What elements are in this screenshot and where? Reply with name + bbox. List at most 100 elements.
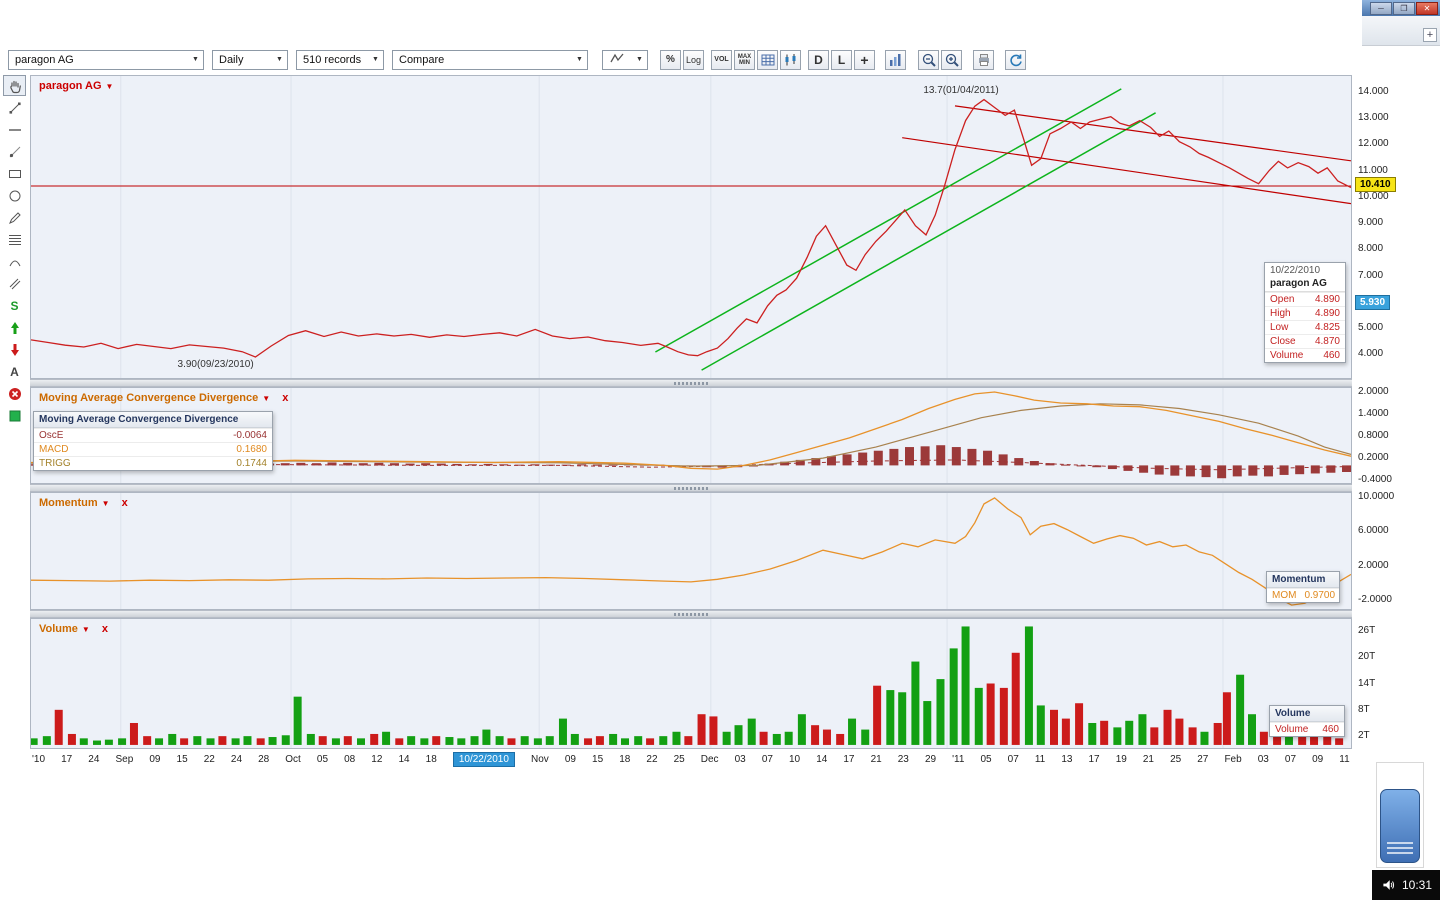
y-axis-label: 8T	[1358, 703, 1370, 715]
clock[interactable]: 10:31	[1401, 878, 1432, 892]
symbol-dropdown-value: paragon AG	[15, 53, 74, 66]
delete-tool[interactable]	[3, 383, 26, 404]
background-window-toolbar: +	[1362, 16, 1440, 46]
arrow-down-tool[interactable]	[3, 339, 26, 360]
row-label: Open	[1270, 294, 1295, 305]
refresh-button[interactable]	[1005, 49, 1026, 70]
delete-icon	[8, 387, 21, 400]
red-arrow-down-icon	[10, 343, 19, 356]
chevron-down-icon[interactable]: ▼	[81, 624, 90, 634]
line-style-dropdown[interactable]: ▼	[602, 49, 648, 70]
momentum-chart-canvas[interactable]	[31, 493, 1351, 609]
new-tab-button[interactable]: +	[1423, 28, 1437, 42]
y-axis-label: 2T	[1358, 730, 1370, 742]
text-tool-glyph: A	[10, 364, 19, 379]
y-axis-label: 2.0000	[1358, 386, 1389, 398]
day-mode-button[interactable]: D	[808, 49, 829, 70]
y-axis-label: 13.000	[1358, 112, 1389, 124]
crosshair-button[interactable]: +	[854, 49, 875, 70]
x-axis-label: 17	[61, 753, 73, 765]
chevron-down-icon[interactable]: ▼	[262, 393, 271, 403]
last-price-tag: 5.930	[1355, 294, 1391, 310]
percent-scale-button[interactable]: %	[660, 49, 681, 70]
symbol-dropdown[interactable]: paragon AG ▼	[8, 49, 204, 70]
price-panel-title: paragon AG ▼	[39, 80, 113, 92]
fibonacci-tool[interactable]	[3, 229, 26, 250]
arc-tool[interactable]	[3, 251, 26, 272]
log-scale-button[interactable]: Log	[683, 49, 704, 70]
max-label: MAX	[737, 53, 752, 60]
splitter-grip-icon	[674, 612, 708, 616]
restore-button[interactable]: ❐	[1393, 1, 1415, 15]
zoom-in-button[interactable]	[941, 49, 962, 70]
price-panel[interactable]: paragon AG ▼ 10/22/2010 paragon AG Open 4…	[30, 75, 1352, 379]
y-axis-label: 12.000	[1358, 138, 1389, 150]
green-trend-upper	[655, 88, 1122, 353]
color-swatch-tool[interactable]	[3, 405, 26, 426]
trendline-tool[interactable]	[3, 97, 26, 118]
line-mode-button[interactable]: L	[831, 49, 852, 70]
x-axis-label: 18	[619, 753, 631, 765]
macd-close-button[interactable]: x	[282, 392, 289, 404]
chevron-down-icon[interactable]: ▼	[105, 81, 114, 91]
row-label: Volume	[1275, 724, 1309, 735]
chart-type-button[interactable]	[780, 49, 801, 70]
tooltip-title: Momentum	[1267, 572, 1339, 588]
tooltip-row: TRIGG 0.1744	[34, 456, 272, 470]
records-dropdown[interactable]: 510 records ▼	[296, 49, 384, 70]
x-axis-label: 18	[425, 753, 437, 765]
compare-dropdown[interactable]: Compare ▼	[392, 49, 588, 70]
period-dropdown[interactable]: Daily ▼	[212, 49, 288, 70]
y-axis-label: 0.2000	[1358, 452, 1389, 464]
momentum-panel-title: Momentum ▼ x	[39, 497, 128, 509]
zoom-out-button[interactable]	[918, 49, 939, 70]
x-axis-label: 11	[1339, 753, 1350, 765]
tooltip-title: Moving Average Convergence Divergence	[34, 412, 272, 428]
macd-chart-canvas[interactable]	[31, 388, 1351, 483]
minimize-button[interactable]: ─	[1370, 1, 1392, 15]
panel-splitter[interactable]	[30, 484, 1352, 492]
maxmin-toggle-button[interactable]: MAX MIN	[734, 49, 755, 70]
ellipse-tool[interactable]	[3, 185, 26, 206]
momentum-close-button[interactable]: x	[121, 497, 128, 509]
widget-fragment	[1380, 789, 1420, 863]
panel-splitter[interactable]	[30, 379, 1352, 387]
momentum-panel[interactable]: Momentum ▼ x Momentum MOM 0.9700	[30, 492, 1352, 610]
chevron-down-icon[interactable]: ▼	[101, 498, 110, 508]
volume-panel[interactable]: Volume ▼ x Volume Volume 460	[30, 618, 1352, 749]
regression-tool[interactable]: S	[3, 295, 26, 316]
close-button[interactable]: ✕	[1416, 1, 1438, 15]
y-axis-label: 10.000	[1358, 190, 1389, 202]
parallel-lines-tool[interactable]	[3, 273, 26, 294]
volume-toggle-button[interactable]: VOL	[711, 49, 732, 70]
ray-tool[interactable]	[3, 141, 26, 162]
panel-splitter[interactable]	[30, 610, 1352, 618]
x-axis-label: 29	[924, 753, 937, 765]
volume-chart-canvas[interactable]	[31, 619, 1351, 748]
y-axis-label: 5.000	[1358, 322, 1384, 334]
price-tooltip: 10/22/2010 paragon AG Open 4.890 High 4.89…	[1264, 262, 1346, 363]
rectangle-tool[interactable]	[3, 163, 26, 184]
macd-panel[interactable]: Moving Average Convergence Divergence ▼ …	[30, 387, 1352, 484]
arrow-up-tool[interactable]	[3, 317, 26, 338]
pencil-tool[interactable]	[3, 207, 26, 228]
row-value: 0.1744	[236, 458, 267, 469]
x-axis-label: 12	[371, 753, 383, 765]
speaker-icon[interactable]	[1382, 878, 1396, 892]
y-axis-label: 2.0000	[1358, 559, 1389, 571]
macd-line	[31, 391, 1351, 470]
volume-close-button[interactable]: x	[101, 623, 108, 635]
horizontal-line-tool[interactable]	[3, 119, 26, 140]
text-tool[interactable]: A	[3, 361, 26, 382]
fibonacci-grid-icon	[8, 234, 21, 245]
tooltip-row: Low 4.825	[1265, 320, 1345, 334]
parallel-lines-icon	[9, 278, 20, 289]
print-button[interactable]	[973, 49, 994, 70]
period-dropdown-value: Daily	[219, 53, 244, 66]
indicator-settings-button[interactable]	[885, 49, 906, 70]
low-annotation: 3.90(09/23/2010)	[177, 359, 254, 371]
volume-y-axis: 26T 20T 14T 8T 2T	[1354, 618, 1402, 749]
grid-toggle-button[interactable]	[757, 49, 778, 70]
price-chart-canvas[interactable]	[31, 76, 1351, 378]
pan-tool[interactable]	[3, 75, 26, 96]
